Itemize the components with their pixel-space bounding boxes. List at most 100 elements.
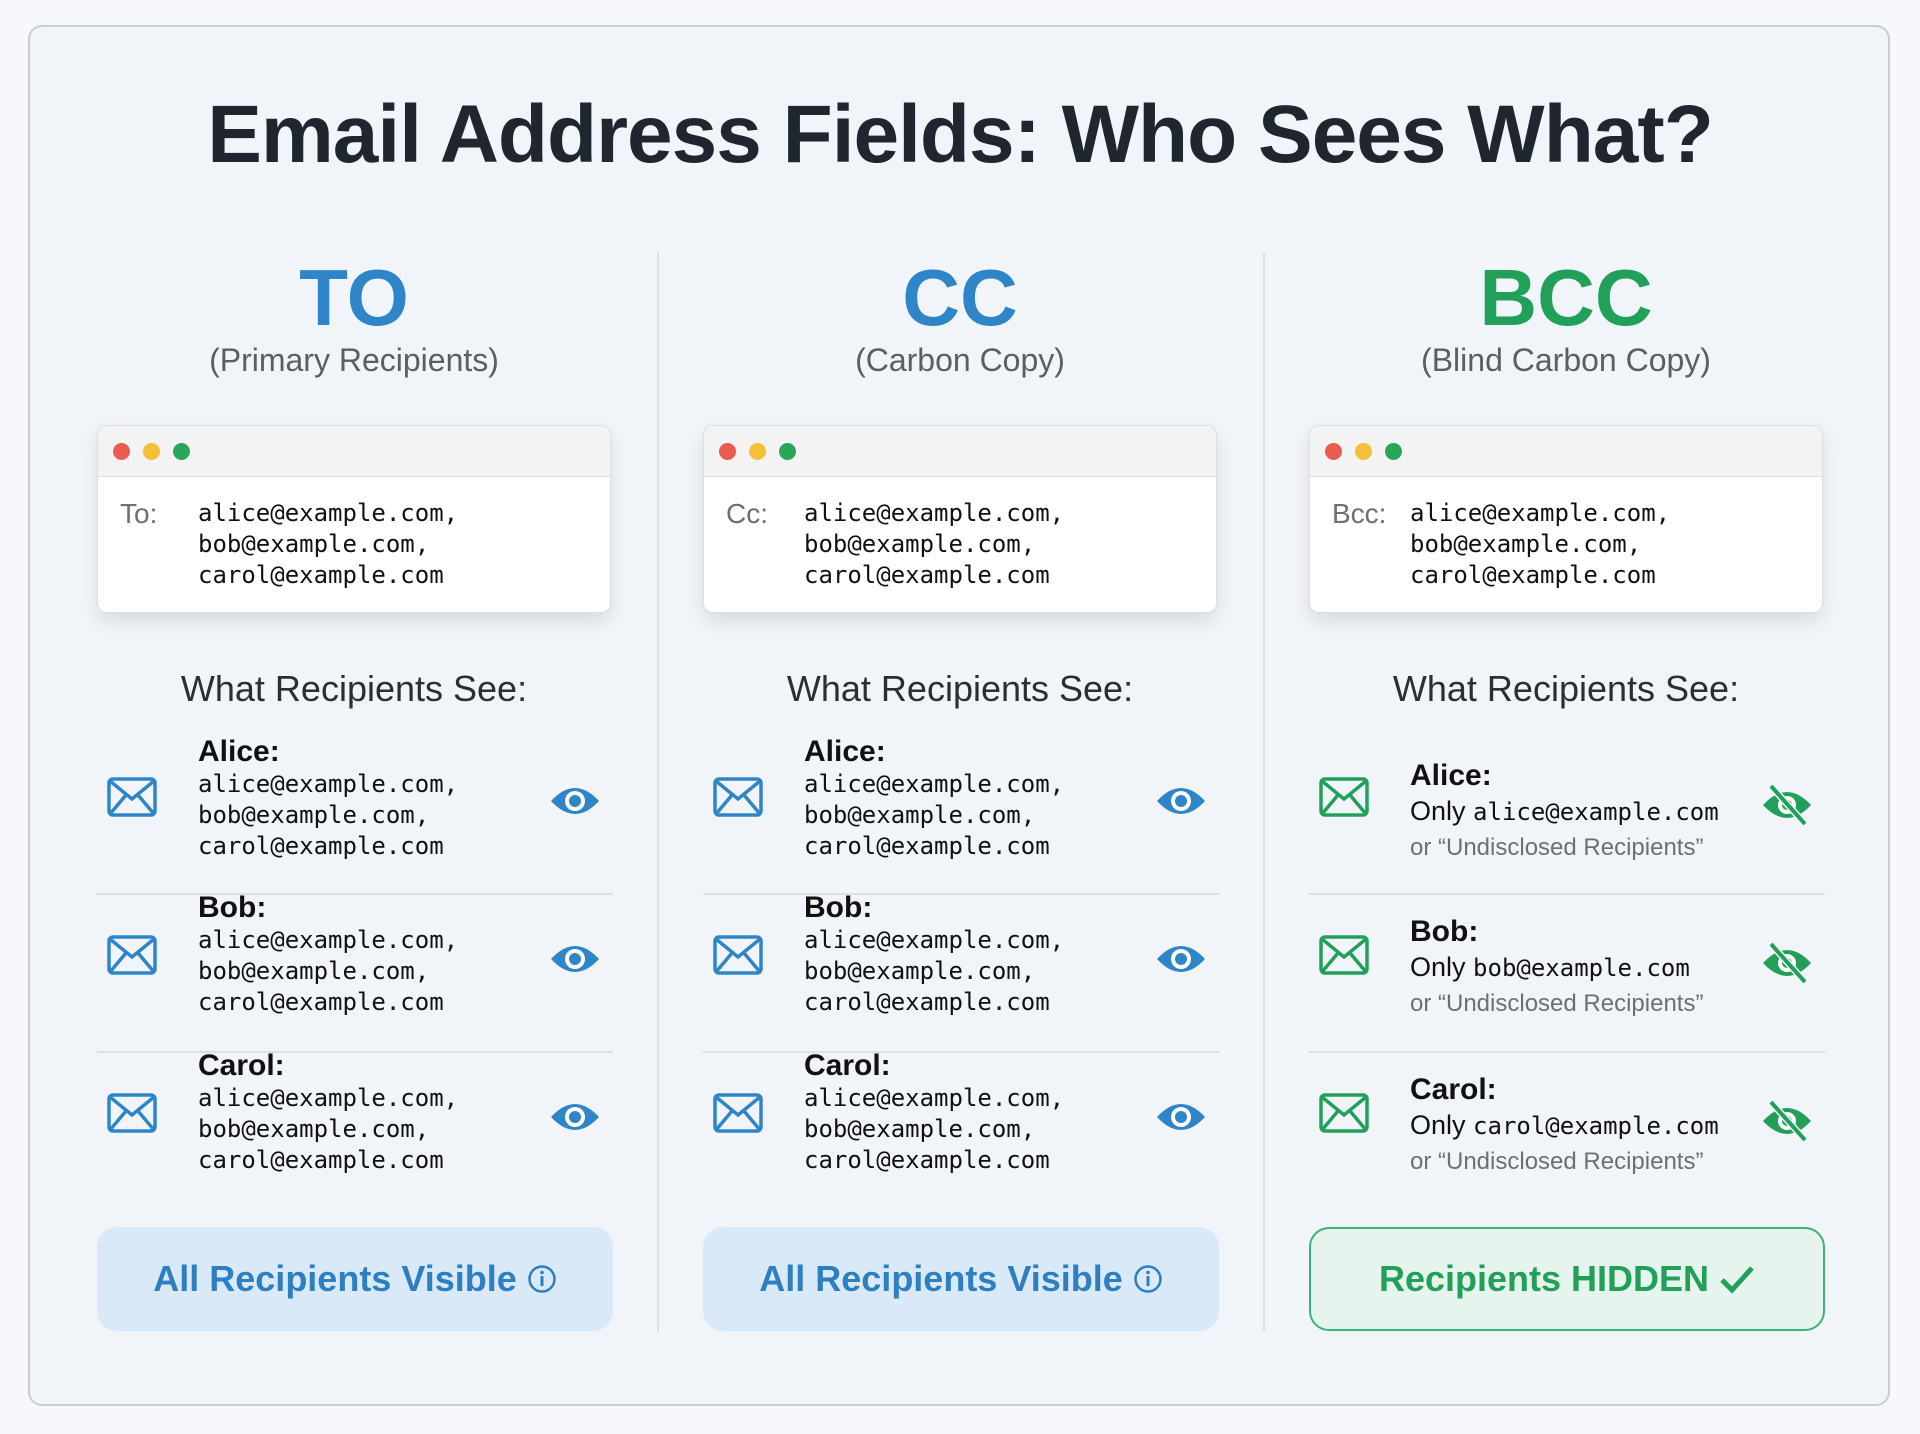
recipient-visible-emails: alice@example.com, bob@example.com, carol@…: [804, 1083, 1064, 1176]
email-address: carol@example.com: [1410, 561, 1656, 589]
email-address: carol@example.com: [804, 1146, 1050, 1174]
field-label: To:: [120, 498, 158, 529]
eye-slash-icon: [1761, 783, 1813, 832]
recipient-visible-emails: alice@example.com, bob@example.com, carol@…: [198, 769, 458, 862]
field-heading: TO: [299, 253, 409, 342]
eye-icon: [1155, 1099, 1207, 1140]
diagram-card: [28, 25, 1890, 1406]
recipient-visible-emails: alice@example.com, bob@example.com, carol@…: [804, 769, 1064, 862]
status-label: All Recipients Visible: [153, 1258, 517, 1299]
recipient-row: Bob: alice@example.com, bob@example.com, c…: [703, 891, 1219, 1053]
recipient-name: Bob:: [1410, 915, 1479, 948]
status-badge: Recipients HIDDEN: [1309, 1227, 1825, 1331]
email-address: bob@example.com,: [1410, 530, 1642, 558]
recipient-row: Carol: alice@example.com, bob@example.com…: [97, 1049, 613, 1209]
what-recipients-see-heading: What Recipients See:: [786, 668, 1134, 709]
maximize-dot-icon: [779, 443, 796, 460]
email-address: bob@example.com,: [804, 801, 1036, 829]
eye-icon: [549, 783, 601, 824]
page-title: Email Address Fields: Who Sees What?: [207, 89, 1714, 180]
only-label: Only: [1410, 796, 1466, 826]
column-cc: CC (Carbon Copy) Cc: alice@example.com, b…: [657, 0, 1263, 1434]
undisclosed-note: or “Undisclosed Recipients”: [1410, 1148, 1704, 1175]
email-address: alice@example.com,: [198, 770, 459, 798]
maximize-dot-icon: [1385, 443, 1402, 460]
undisclosed-note: or “Undisclosed Recipients”: [1410, 834, 1704, 861]
email-address: carol@example.com: [198, 561, 444, 589]
email-address: bob@example.com: [1473, 954, 1690, 982]
maximize-dot-icon: [173, 443, 190, 460]
recipient-name: Carol:: [198, 1049, 285, 1082]
recipient-row: Carol: alice@example.com, bob@example.com…: [703, 1049, 1219, 1209]
what-recipients-see-heading: What Recipients See:: [1392, 668, 1740, 709]
info-icon: [1133, 1264, 1163, 1294]
email-address: bob@example.com,: [804, 530, 1036, 558]
recipient-visible-emails: Only bob@example.com: [1410, 949, 1703, 986]
status-label: Recipients HIDDEN: [1378, 1258, 1710, 1299]
recipient-row: Alice: Only alice@example.com or “Undisc…: [1309, 735, 1825, 895]
minimize-dot-icon: [749, 443, 766, 460]
window-titlebar: [1310, 426, 1822, 477]
status-label: All Recipients Visible: [759, 1258, 1123, 1299]
what-recipients-see-heading: What Recipients See:: [180, 668, 528, 709]
field-subheading: (Primary Recipients): [209, 342, 499, 378]
eye-slash-icon: [1761, 941, 1813, 990]
email-address: alice@example.com,: [804, 1084, 1065, 1112]
email-address: carol@example.com: [804, 988, 1050, 1016]
minimize-dot-icon: [143, 443, 160, 460]
info-icon: [527, 1264, 557, 1294]
column-divider: [1263, 252, 1265, 1332]
status-badge: All Recipients Visible: [703, 1227, 1219, 1331]
only-label: Only: [1410, 952, 1466, 982]
recipient-name: Alice:: [198, 735, 280, 768]
field-emails: alice@example.com, bob@example.com, carol@…: [198, 498, 458, 591]
envelope-icon: [713, 777, 763, 822]
email-address: alice@example.com,: [804, 499, 1065, 527]
email-address: bob@example.com,: [198, 1115, 430, 1143]
email-address: bob@example.com,: [804, 957, 1036, 985]
email-address: alice@example.com,: [804, 926, 1065, 954]
recipient-visible-emails: Only carol@example.com: [1410, 1107, 1719, 1144]
recipient-visible-emails: alice@example.com, bob@example.com, carol@…: [198, 925, 458, 1018]
envelope-icon: [107, 1093, 157, 1138]
recipient-visible-emails: Only alice@example.com: [1410, 793, 1719, 830]
column-bcc: BCC (Blind Carbon Copy) Bcc: alice@examp…: [1263, 0, 1869, 1434]
email-address: alice@example.com,: [198, 926, 459, 954]
eye-slash-icon: [1761, 1099, 1813, 1148]
only-label: Only: [1410, 1110, 1466, 1140]
envelope-icon: [713, 1093, 763, 1138]
recipient-visible-emails: alice@example.com, bob@example.com, carol@…: [198, 1083, 458, 1176]
eye-icon: [1155, 783, 1207, 824]
email-address: carol@example.com: [198, 988, 444, 1016]
email-address: bob@example.com,: [198, 530, 430, 558]
recipient-name: Bob:: [804, 891, 873, 924]
email-compose-window: Cc: alice@example.com, bob@example.com, ca…: [703, 425, 1217, 613]
email-address: alice@example.com,: [198, 499, 459, 527]
email-address: bob@example.com,: [198, 801, 430, 829]
window-titlebar: [704, 426, 1216, 477]
status-badge: All Recipients Visible: [97, 1227, 613, 1331]
recipient-name: Bob:: [198, 891, 267, 924]
field-subheading: (Blind Carbon Copy): [1421, 342, 1711, 378]
email-address: carol@example.com: [804, 561, 1050, 589]
envelope-icon: [1319, 935, 1369, 980]
close-dot-icon: [719, 443, 736, 460]
recipient-row: Alice: alice@example.com, bob@example.com…: [703, 735, 1219, 895]
email-compose-window: To: alice@example.com, bob@example.com, ca…: [97, 425, 611, 613]
recipient-name: Carol:: [804, 1049, 891, 1082]
eye-icon: [549, 941, 601, 982]
field-subheading: (Carbon Copy): [855, 342, 1065, 378]
envelope-icon: [107, 935, 157, 980]
recipient-name: Carol:: [1410, 1073, 1497, 1106]
email-compose-window: Bcc: alice@example.com, bob@example.com, c…: [1309, 425, 1823, 613]
close-dot-icon: [1325, 443, 1342, 460]
recipient-visible-emails: alice@example.com, bob@example.com, carol@…: [804, 925, 1064, 1018]
close-dot-icon: [113, 443, 130, 460]
field-heading: CC: [902, 253, 1018, 342]
column-to: TO (Primary Recipients) To: alice@exampl…: [51, 0, 657, 1434]
checkmark-icon: [1719, 1264, 1755, 1294]
field-emails: alice@example.com, bob@example.com, carol@…: [1410, 498, 1670, 591]
window-titlebar: [98, 426, 610, 477]
eye-icon: [1155, 941, 1207, 982]
field-heading: BCC: [1479, 253, 1653, 342]
